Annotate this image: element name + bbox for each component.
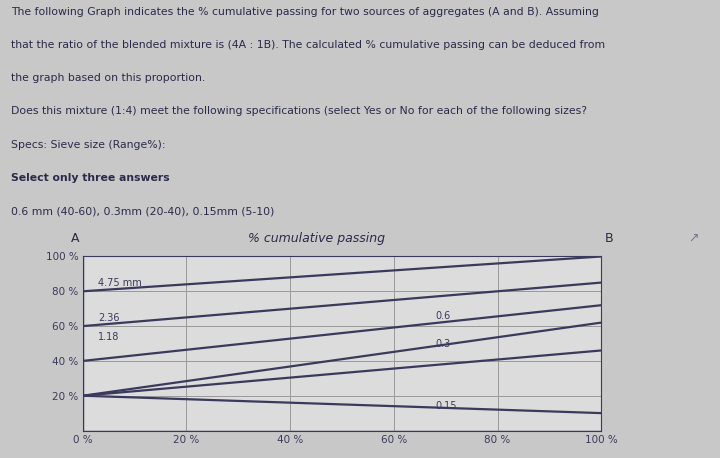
Text: 1.18: 1.18 (99, 332, 120, 342)
Text: Select only three answers: Select only three answers (11, 173, 169, 183)
Text: 0.3: 0.3 (436, 339, 451, 349)
Text: 4.75 mm: 4.75 mm (99, 278, 142, 288)
Text: 0.6 mm (40-60), 0.3mm (20-40), 0.15mm (5-10): 0.6 mm (40-60), 0.3mm (20-40), 0.15mm (5… (11, 206, 274, 216)
Text: the graph based on this proportion.: the graph based on this proportion. (11, 73, 205, 83)
Text: Specs: Sieve size (Range%):: Specs: Sieve size (Range%): (11, 140, 166, 150)
Text: A: A (71, 232, 79, 245)
Text: 2.36: 2.36 (99, 313, 120, 322)
Text: that the ratio of the blended mixture is (4A : 1B). The calculated % cumulative : that the ratio of the blended mixture is… (11, 40, 605, 50)
Text: ↗: ↗ (688, 232, 698, 245)
Text: 0.6: 0.6 (436, 311, 451, 321)
Text: % cumulative passing: % cumulative passing (248, 232, 384, 245)
Text: B: B (605, 232, 613, 245)
Text: The following Graph indicates the % cumulative passing for two sources of aggreg: The following Graph indicates the % cumu… (11, 7, 598, 17)
Text: Does this mixture (1:4) meet the following specifications (select Yes or No for : Does this mixture (1:4) meet the followi… (11, 107, 587, 116)
Text: 0.15: 0.15 (436, 401, 456, 411)
